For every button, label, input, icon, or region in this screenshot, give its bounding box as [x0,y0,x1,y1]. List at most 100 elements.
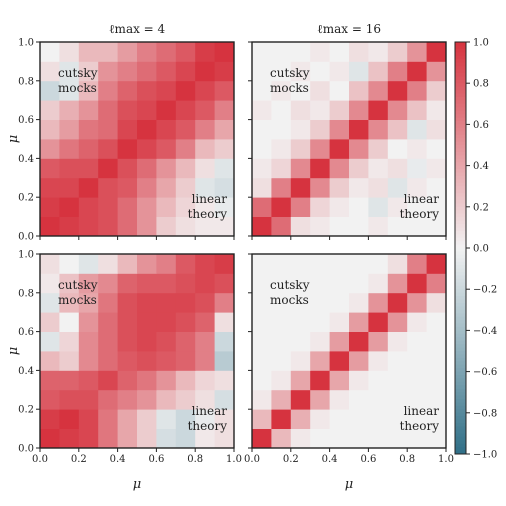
heatmap-cell [98,351,118,371]
heatmap-cell [349,428,369,449]
heatmap-cell [214,389,235,410]
heatmap-cell [329,351,350,371]
colorbar-segment [455,405,466,410]
heatmap-cell [252,312,272,332]
heatmap-cell [368,158,389,179]
heatmap-cell [252,428,272,449]
heatmap-cell [214,42,235,62]
heatmap-cell [59,331,80,352]
colorbar-segment [455,330,466,335]
colorbar-segment [455,86,466,91]
heatmap-cell [195,292,215,313]
heatmap-cell [349,351,369,371]
heatmap-cell [349,216,369,237]
annotation-linear-theory: linear [192,404,228,418]
heatmap-cell [310,428,330,449]
colorbar-segment [455,48,466,53]
heatmap-cell [117,139,138,159]
heatmap-cell [40,312,60,332]
x-tick-label: 0.6 [360,454,376,465]
heatmap-cell [98,389,118,410]
heatmap-cell [214,139,235,159]
heatmap-cell [175,100,196,120]
heatmap-cell [137,80,157,101]
heatmap-cell [40,61,60,82]
colorbar-segment [455,223,466,228]
heatmap-cell [156,254,177,274]
x-tick-label: 0.6 [148,454,164,465]
heatmap-cell [156,80,177,101]
annotation-linear-theory: theory [400,207,440,221]
heatmap-cell [78,42,99,62]
heatmap-cell [98,119,118,140]
heatmap-cell [195,351,215,371]
heatmap-cell [329,42,350,62]
colorbar-segment [455,375,466,379]
heatmap-cell [290,351,311,371]
heatmap-cell [329,409,350,429]
heatmap-cell [329,61,350,82]
annotation-linear-theory: linear [404,192,440,206]
heatmap-cell [117,61,138,82]
heatmap-cell [59,292,80,313]
heatmap-cell [78,312,99,332]
annotation-cutsky-mocks: cutsky [270,66,310,80]
heatmap-cell [329,273,350,294]
heatmap-cell [40,254,60,274]
heatmap-cell [290,273,311,294]
heatmap-cell [117,312,138,332]
heatmap-cell [195,80,215,101]
x-tick-label: 1.0 [438,454,454,465]
heatmap-cell [214,197,235,217]
heatmap-cell [387,370,408,391]
colorbar-segment [455,364,466,369]
colorbar-segment [455,141,466,146]
heatmap-cell [117,389,138,410]
heatmap-cell [387,177,408,198]
colorbar-tick-label: 0.4 [473,161,489,172]
heatmap-cell [195,389,215,410]
colorbar-segment [455,265,466,270]
heatmap-cell [195,158,215,179]
heatmap-cell [271,389,292,410]
heatmap-cell [368,273,389,294]
heatmap-cell [368,351,389,371]
y-tick-label: 0.0 [18,232,34,243]
heatmap-cell [368,331,389,352]
colorbar-segment [455,69,466,74]
y-tick-label: 0.8 [18,76,34,87]
heatmap-cell [137,273,157,294]
heatmap-cell [368,119,389,140]
heatmap-cell [175,80,196,101]
panel-frame [39,253,235,449]
colorbar-segment [455,409,466,414]
heatmap-cell [329,197,350,217]
colorbar-segment [455,52,466,57]
heatmap-panel-2: 0.0 0.2 0.4 0.6 0.8 1.0 0.0 0.2 0.4 0.6 0.8 1.0 cuts… [6,250,242,493]
colorbar-segment [455,354,466,359]
heatmap-cell [214,273,235,294]
colorbar-segment [455,368,466,373]
heatmap-cell [349,100,369,120]
colorbar-segment [455,227,466,232]
heatmap-cell [387,312,408,332]
heatmap-cell [349,177,369,198]
colorbar-segment [455,45,466,50]
heatmap-cell [117,292,138,313]
colorbar-segment [455,337,466,342]
heatmap-cell [175,389,196,410]
heatmap-cell [40,409,60,429]
heatmap-cell [349,119,369,140]
heatmap-cell [117,100,138,120]
colorbar-segment [455,193,466,197]
heatmap-cell [175,139,196,159]
heatmap-cell [40,119,60,140]
colorbar-segment [455,357,466,362]
heatmap-cell [214,292,235,313]
heatmap-cell [368,80,389,101]
heatmap-cell [214,216,235,237]
heatmap-cell [387,158,408,179]
annotation-cutsky-mocks: cutsky [58,278,98,292]
heatmap-cell [349,42,369,62]
